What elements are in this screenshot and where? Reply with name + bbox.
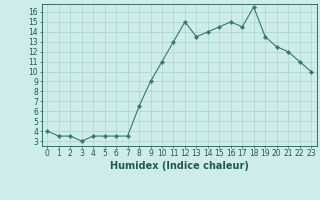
- X-axis label: Humidex (Indice chaleur): Humidex (Indice chaleur): [110, 161, 249, 171]
